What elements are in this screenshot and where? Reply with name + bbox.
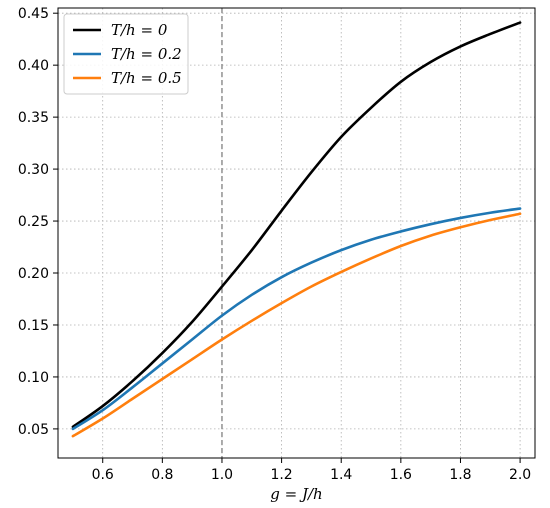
y-tick-label: 0.45 (18, 6, 49, 22)
y-tick-label: 0.15 (18, 318, 49, 334)
x-tick-label: 0.6 (92, 467, 114, 483)
x-tick-label: 1.0 (211, 467, 233, 483)
legend-label-1: T/h = 0.2 (111, 45, 182, 63)
axis-ticks: 0.6 0.8 1.0 1.2 1.4 1.6 1.8 2.0 0.05 0.10 0.15 0.20… (18, 6, 531, 483)
legend-label-0: T/h = 0 (111, 21, 168, 39)
x-tick-label: 1.4 (330, 467, 352, 483)
series-line-1 (71, 207, 522, 431)
x-tick-label: 0.8 (151, 467, 173, 483)
series-line-0 (71, 21, 522, 429)
series-line-2 (71, 212, 522, 438)
legend-label-2: T/h = 0.5 (111, 69, 182, 87)
legend-box (63, 13, 189, 95)
y-tick-label: 0.20 (18, 266, 49, 282)
x-axis-label: g = J/h (270, 485, 322, 503)
series-layer (71, 21, 522, 438)
x-tick-label: 1.2 (270, 467, 292, 483)
x-tick-label: 1.6 (390, 467, 412, 483)
y-tick-label: 0.10 (18, 370, 49, 386)
x-tick-label: 1.8 (449, 467, 471, 483)
y-tick-label: 0.40 (18, 58, 49, 74)
legend: T/h = 0 T/h = 0.2 T/h = 0.5 (63, 13, 189, 95)
plot-frame (57, 7, 536, 459)
y-tick-label: 0.05 (18, 422, 49, 438)
x-tick-label: 2.0 (509, 467, 531, 483)
y-tick-label: 0.30 (18, 162, 49, 178)
y-tick-label: 0.35 (18, 110, 49, 126)
y-tick-label: 0.25 (18, 214, 49, 230)
